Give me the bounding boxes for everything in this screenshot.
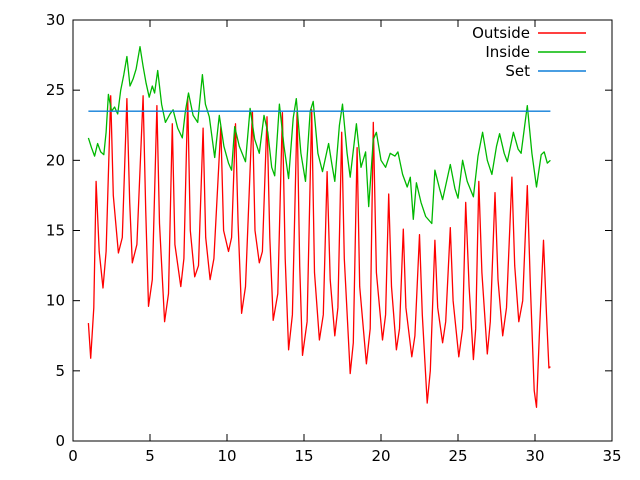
x-tick-label: 15 — [294, 447, 313, 465]
x-tick-label: 20 — [371, 447, 390, 465]
x-tick-label: 10 — [217, 447, 236, 465]
y-tick-label: 10 — [46, 292, 65, 310]
x-tick-label: 35 — [602, 447, 621, 465]
y-axis: 0 5 10 15 20 25 30 — [46, 11, 612, 450]
y-tick-label: 0 — [55, 432, 65, 450]
y-tick-label: 5 — [55, 362, 65, 380]
x-tick-label: 25 — [448, 447, 467, 465]
series-outside-line — [87, 95, 551, 408]
legend-label-set: Set — [505, 62, 530, 80]
x-tick-label: 0 — [68, 447, 78, 465]
y-tick-label: 20 — [46, 151, 65, 169]
x-tick-label: 5 — [145, 447, 155, 465]
legend-label-outside: Outside — [472, 24, 530, 42]
series-inside-line — [87, 46, 551, 225]
y-tick-label: 30 — [46, 11, 65, 29]
legend-label-inside: Inside — [485, 43, 530, 61]
y-tick-label: 25 — [46, 81, 65, 99]
x-axis: 0 5 10 15 20 25 30 35 — [68, 20, 622, 465]
x-tick-label: 30 — [525, 447, 544, 465]
y-tick-label: 15 — [46, 222, 65, 240]
